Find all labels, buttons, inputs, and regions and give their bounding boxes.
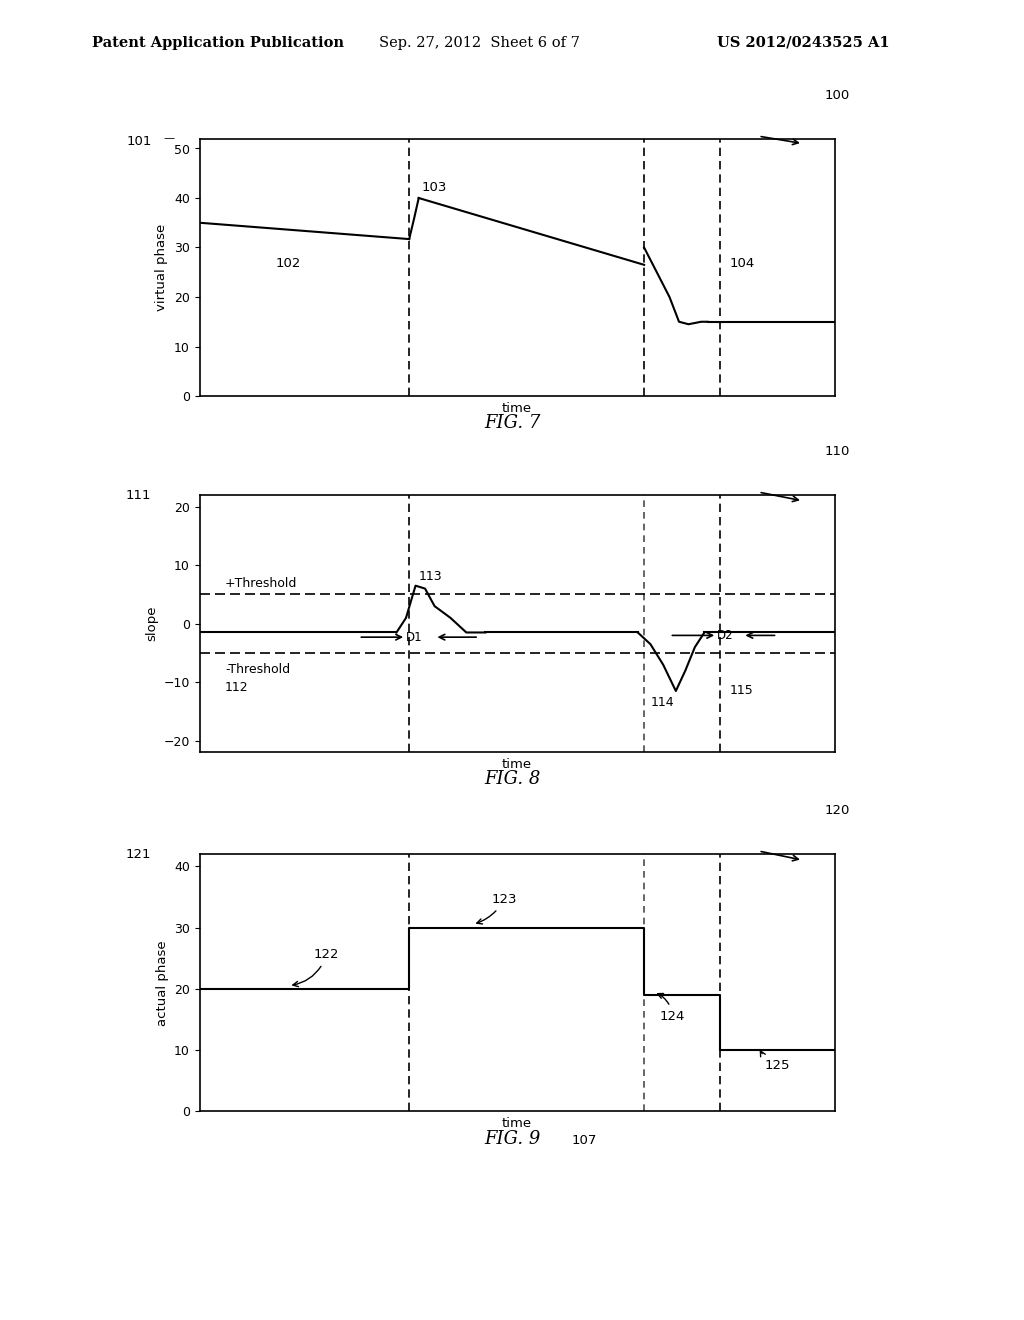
Text: 101: 101 xyxy=(126,135,152,148)
Text: 104: 104 xyxy=(730,257,755,271)
Text: 125: 125 xyxy=(761,1051,791,1072)
Text: FIG. 7: FIG. 7 xyxy=(483,413,541,432)
Text: 103: 103 xyxy=(422,181,447,194)
Text: 114: 114 xyxy=(650,696,674,709)
Text: 121: 121 xyxy=(126,847,152,861)
Text: 113: 113 xyxy=(419,570,442,583)
Y-axis label: actual phase: actual phase xyxy=(156,940,169,1026)
Text: Sep. 27, 2012  Sheet 6 of 7: Sep. 27, 2012 Sheet 6 of 7 xyxy=(379,36,580,50)
Text: 120: 120 xyxy=(824,804,850,817)
Text: -Threshold: -Threshold xyxy=(225,664,290,676)
Text: US 2012/0243525 A1: US 2012/0243525 A1 xyxy=(717,36,890,50)
Text: D1: D1 xyxy=(406,631,423,644)
Text: 102: 102 xyxy=(275,257,301,271)
X-axis label: time: time xyxy=(502,401,532,414)
Text: 124: 124 xyxy=(657,994,685,1023)
Text: 111: 111 xyxy=(126,488,152,502)
Text: —: — xyxy=(164,133,174,144)
Text: 115: 115 xyxy=(730,684,754,697)
Text: 107: 107 xyxy=(571,1134,597,1147)
Text: 110: 110 xyxy=(824,445,850,458)
X-axis label: time: time xyxy=(502,758,532,771)
X-axis label: time: time xyxy=(502,1117,532,1130)
Text: FIG. 8: FIG. 8 xyxy=(483,770,541,788)
Text: 100: 100 xyxy=(824,88,850,102)
Text: FIG. 9: FIG. 9 xyxy=(483,1130,541,1148)
Text: 123: 123 xyxy=(477,894,517,924)
Text: D2: D2 xyxy=(717,628,734,642)
Y-axis label: slope: slope xyxy=(145,606,158,642)
Text: 122: 122 xyxy=(293,948,340,986)
Text: 112: 112 xyxy=(225,681,249,694)
Text: Patent Application Publication: Patent Application Publication xyxy=(92,36,344,50)
Y-axis label: virtual phase: virtual phase xyxy=(156,223,168,312)
Text: +Threshold: +Threshold xyxy=(225,577,297,590)
